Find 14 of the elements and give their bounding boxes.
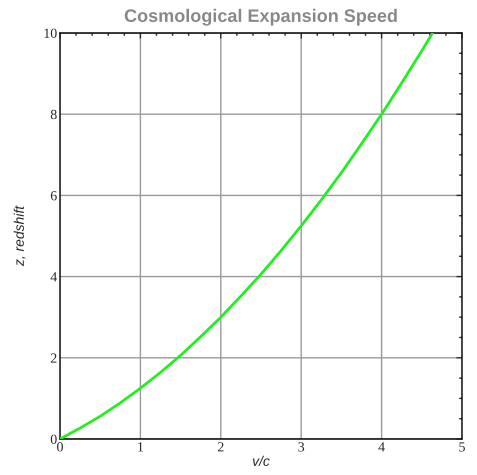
- y-axis-title: z, redshift: [14, 205, 26, 266]
- x-tick-label: 2: [218, 442, 224, 452]
- y-tick-label: 4: [50, 272, 58, 282]
- x-tick-label: 4: [378, 442, 385, 452]
- y-tick-label: 10: [44, 28, 57, 38]
- chart-title: Cosmological Expansion Speed: [124, 8, 397, 26]
- x-tick-label: 5: [459, 442, 465, 452]
- y-tick-label: 8: [50, 110, 57, 120]
- y-tick-label: 2: [50, 353, 56, 363]
- y-tick-label: 6: [50, 191, 57, 200]
- x-tick-label: 1: [138, 442, 144, 452]
- x-axis-title: v/c: [252, 456, 270, 466]
- y-tick-label: 0: [50, 434, 57, 444]
- x-tick-label: 3: [298, 442, 304, 452]
